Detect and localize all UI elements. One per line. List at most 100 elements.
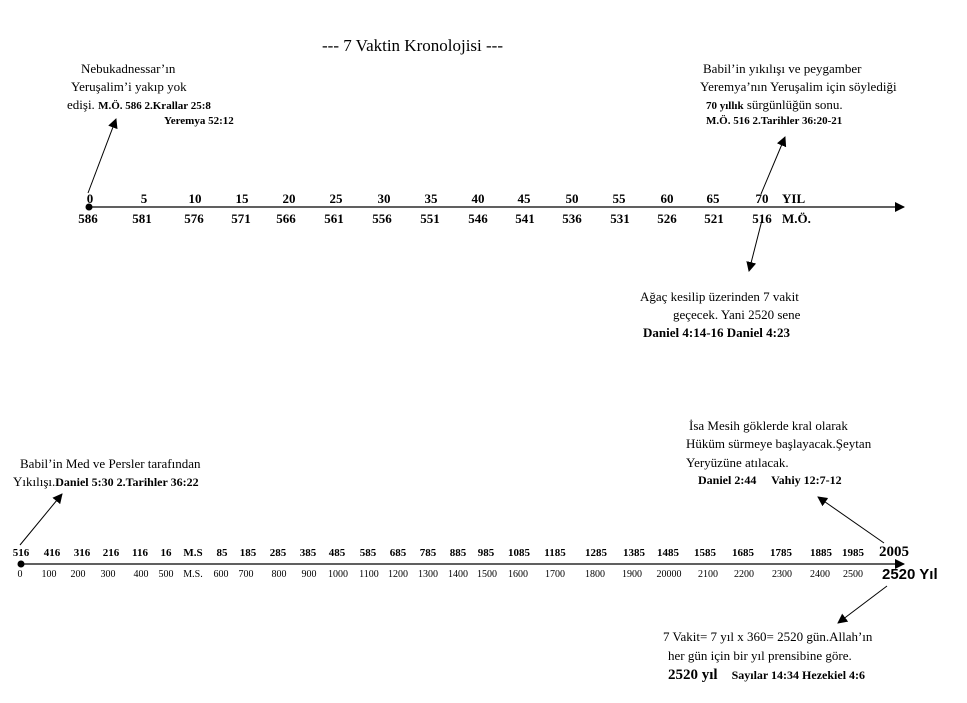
timeline-1-top-tick-11: 55 xyxy=(612,191,626,206)
timeline-2-top-tick-21: 1485 xyxy=(657,547,679,559)
timeline-2-top-tick-18: 1185 xyxy=(544,547,566,559)
timeline-1-top-tick-2: 10 xyxy=(188,191,202,206)
timeline-2-bottom-tick-19: 1800 xyxy=(585,569,605,580)
timeline-2-bottom-tick-8: 700 xyxy=(238,569,254,580)
timeline-2-top-tick-20: 1385 xyxy=(623,547,645,559)
timeline-1-top-tick-5: 25 xyxy=(329,191,343,206)
timeline-2-bottom-tick-23: 2200 xyxy=(734,569,754,580)
note-babil-fall-line1: Babil’in yıkılışı ve peygamber xyxy=(703,61,862,76)
note-babil-fall-line3: 70 yıllık sürgünlüğün sonu. xyxy=(706,98,843,112)
timeline-1-top-tick-4: 20 xyxy=(282,191,296,206)
timeline-2-bottom-tick-14: 1300 xyxy=(418,569,438,580)
note-babil-fall-line3-plain: sürgünlüğün sonu. xyxy=(743,97,843,112)
timeline-1-bottom-tick-0: 586 xyxy=(78,211,98,226)
arrow-nebukadnessar xyxy=(87,118,118,194)
note-babil-fall-line4: M.Ö. 516 2.Tarihler 36:20-21 xyxy=(706,115,843,127)
timeline-1-bottom-tick-13: 521 xyxy=(704,211,724,226)
note-med-pers-line2-plain: Yıkılışı. xyxy=(13,474,56,489)
timeline-1-top-tick-6: 30 xyxy=(377,191,391,206)
timeline-2-top-tick-19: 1285 xyxy=(585,547,607,559)
timeline-2-top-tick-10: 385 xyxy=(299,547,317,559)
timeline-1-bottom-tick-12: 526 xyxy=(657,211,677,226)
timeline-2-top-tick-8: 185 xyxy=(239,547,257,559)
timeline-1-bottom-tick-11: 531 xyxy=(610,211,630,226)
note-nebukadnessar-line3-plain: edişi. xyxy=(67,97,99,112)
timeline-1-bottom-tick-4: 566 xyxy=(276,211,296,226)
timeline-1-top-tick-1: 5 xyxy=(140,191,148,206)
timeline-2-bottom-tick-16: 1500 xyxy=(477,569,497,580)
timeline-2-top-tick-6: M.S xyxy=(183,547,203,559)
timeline-2-bottom-tick-3: 300 xyxy=(100,569,116,580)
note-isa-line1: İsa Mesih göklerde kral olarak xyxy=(689,418,848,433)
timeline-2-bottom-tick-22: 2100 xyxy=(698,569,718,580)
timeline-1-top-tick-10: 50 xyxy=(565,191,579,206)
note-nebukadnessar-line3-ref: M.Ö. 586 2.Krallar 25:8 xyxy=(98,100,211,112)
timeline-2-start-dot xyxy=(17,560,25,568)
note-isa-line3: Yeryüzüne atılacak. xyxy=(686,455,789,470)
timeline-1-start-dot xyxy=(85,203,93,211)
timeline-2-top-tick-24: 1785 xyxy=(770,547,792,559)
note-vakit-line1: 7 Vakit= 7 yıl x 360= 2520 gün.Allah’ın xyxy=(663,629,873,644)
timeline-2-bottom-tick-7: 600 xyxy=(213,569,229,580)
timeline-2-bottom-tick-20: 1900 xyxy=(622,569,642,580)
arrow-isa xyxy=(817,496,885,544)
timeline-1-bottom-tick-5: 561 xyxy=(324,211,344,226)
timeline-2-top-tick-15: 885 xyxy=(449,547,467,559)
note-isa-line4: Daniel 2:44 Vahiy 12:7-12 xyxy=(698,473,842,487)
chart-title: --- 7 Vaktin Kronolojisi --- xyxy=(322,36,503,55)
timeline-2-bottom-tick-21: 20000 xyxy=(656,569,682,580)
note-isa-line2: Hüküm sürmeye başlayacak.Şeytan xyxy=(686,436,872,451)
timeline-2-bottom-tick-5: 500 xyxy=(158,569,174,580)
timeline-1-bottom-tick-14: 516 xyxy=(752,211,772,226)
timeline-2-top-tick-7: 85 xyxy=(216,547,228,559)
note-babil-fall-line2: Yeremya’nın Yeruşalim için söylediği xyxy=(700,79,897,94)
note-med-pers-line1: Babil’in Med ve Persler tarafından xyxy=(20,456,201,471)
timeline-1-bottom-tick-9: 541 xyxy=(515,211,535,226)
timeline-2-bottom-tick-15: 1400 xyxy=(448,569,468,580)
note-agac-line2: geçecek. Yani 2520 sene xyxy=(673,307,801,322)
timeline-2-top-tick-3: 216 xyxy=(102,547,120,559)
timeline-2-bottom-tick-11: 1000 xyxy=(328,569,348,580)
timeline-1-bottom-tick-2: 576 xyxy=(184,211,204,226)
note-vakit-line3: 2520 yıl Sayılar 14:34 Hezekiel 4:6 xyxy=(668,667,865,683)
note-med-pers-line2-ref: Daniel 5:30 2.Tarihler 36:22 xyxy=(55,475,199,489)
timeline-2-bottom-tick-1: 100 xyxy=(41,569,57,580)
timeline-2-top-tick-26: 1985 xyxy=(842,547,864,559)
note-babil-fall-line3-bold: 70 yıllık xyxy=(706,100,744,112)
timeline-1-bottom-tick-8: 546 xyxy=(468,211,488,226)
timeline-1-top-tick-9: 45 xyxy=(517,191,531,206)
note-nebukadnessar-line3: edişi. M.Ö. 586 2.Krallar 25:8 xyxy=(67,98,211,112)
timeline-2-bottom-tick-18: 1700 xyxy=(545,569,565,580)
timeline-2-bottom-tick-9: 800 xyxy=(271,569,287,580)
arrow-vakit xyxy=(837,585,888,624)
timeline-1-top-tick-0: 0 xyxy=(86,191,94,206)
timeline-2-bottom-tick-24: 2300 xyxy=(772,569,792,580)
timeline-2-top-tick-13: 685 xyxy=(389,547,407,559)
note-vakit-line3-big: 2520 yıl xyxy=(668,667,718,683)
timeline-2-top-tick-9: 285 xyxy=(269,547,287,559)
note-agac-line1: Ağaç kesilip üzerinden 7 vakit xyxy=(640,289,799,304)
timeline-1-top-tick-12: 60 xyxy=(660,191,674,206)
arrow-agac xyxy=(746,219,763,272)
timeline-2-bottom-tick-4: 400 xyxy=(133,569,149,580)
note-med-pers-line2: Yıkılışı.Daniel 5:30 2.Tarihler 36:22 xyxy=(13,475,199,488)
timeline-2-top-tick-5: 16 xyxy=(160,547,172,559)
timeline-2-bottom-tick-13: 1200 xyxy=(388,569,408,580)
note-agac-line3: Daniel 4:14-16 Daniel 4:23 xyxy=(643,325,790,340)
timeline-1-top-unit: YIL xyxy=(782,191,806,206)
timeline-1-bottom-tick-3: 571 xyxy=(231,211,251,226)
timeline-2-bottom-tick-10: 900 xyxy=(301,569,317,580)
timeline-2-top-tick-2: 316 xyxy=(73,547,91,559)
timeline-2-bottom-end: 2520 Yıl xyxy=(882,566,938,583)
timeline-2-top-tick-17: 1085 xyxy=(508,547,530,559)
timeline-2-top-tick-1: 416 xyxy=(43,547,61,559)
note-nebukadnessar-line2: Yeruşalim’i yakıp yok xyxy=(71,79,187,94)
timeline-2-bottom-tick-17: 1600 xyxy=(508,569,528,580)
note-vakit-line2: her gün için bir yıl prensibine göre. xyxy=(668,648,852,663)
arrow-babil-fall xyxy=(760,136,787,195)
timeline-1-bottom-tick-6: 556 xyxy=(372,211,392,226)
timeline-1-bottom-tick-1: 581 xyxy=(132,211,152,226)
note-vakit-line3-ref: Sayılar 14:34 Hezekiel 4:6 xyxy=(731,668,866,682)
timeline-2-top-tick-4: 116 xyxy=(132,547,148,559)
